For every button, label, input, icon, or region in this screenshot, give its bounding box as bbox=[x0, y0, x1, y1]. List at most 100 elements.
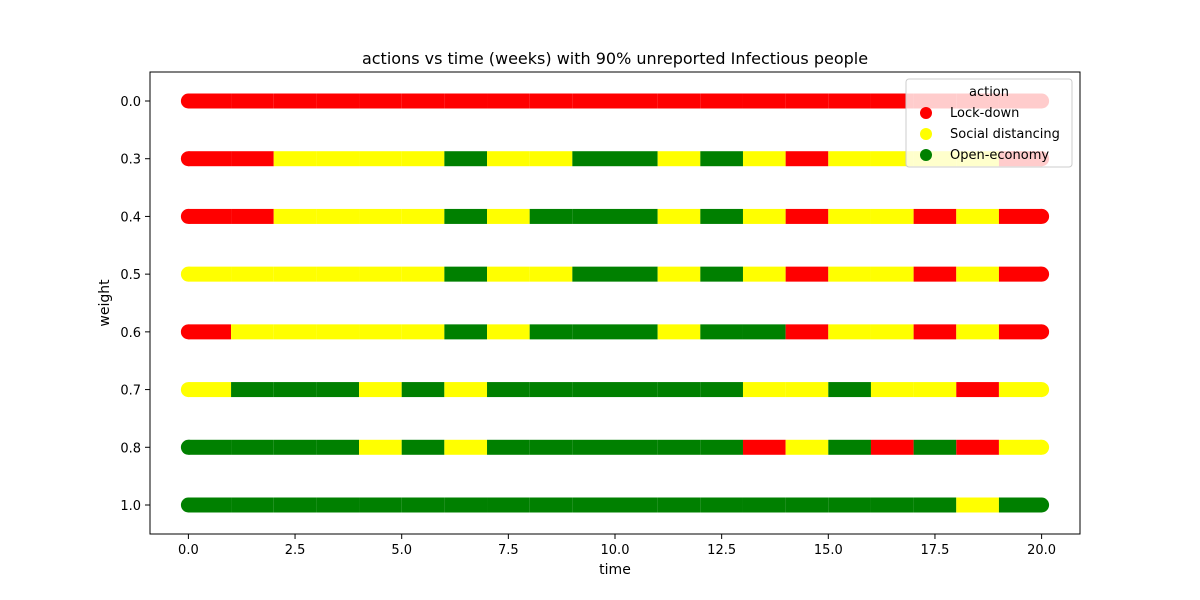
data-segment bbox=[615, 497, 658, 513]
data-segment bbox=[401, 151, 445, 167]
data-segment bbox=[742, 266, 786, 282]
data-segment bbox=[742, 439, 786, 455]
data-segment bbox=[742, 497, 786, 513]
data-point bbox=[1034, 324, 1050, 340]
data-segment bbox=[956, 266, 999, 282]
data-segment bbox=[529, 382, 573, 398]
data-segment bbox=[956, 382, 999, 398]
data-segment bbox=[401, 497, 445, 513]
data-segment bbox=[828, 497, 871, 513]
y-tick-label: 0.7 bbox=[120, 384, 141, 399]
x-axis-title: time bbox=[599, 562, 631, 578]
legend-marker bbox=[920, 107, 932, 119]
data-segment bbox=[316, 93, 360, 109]
data-segment bbox=[231, 497, 274, 513]
data-segment bbox=[913, 382, 957, 398]
data-point bbox=[180, 266, 196, 282]
data-segment bbox=[572, 439, 615, 455]
data-segment bbox=[870, 382, 914, 398]
data-segment bbox=[359, 324, 402, 340]
data-segment bbox=[998, 439, 1042, 455]
data-segment bbox=[742, 151, 786, 167]
data-segment bbox=[870, 208, 914, 224]
data-segment bbox=[188, 151, 232, 167]
data-segment bbox=[487, 382, 530, 398]
data-segment bbox=[188, 324, 232, 340]
x-axis: 0.0 2.5 5.0 7.5 10.0 12.5 15.0 17.5 20.0 bbox=[178, 534, 1056, 558]
data-segment bbox=[273, 93, 317, 109]
data-segment bbox=[700, 382, 743, 398]
data-segment bbox=[444, 382, 488, 398]
x-tick-label: 7.5 bbox=[498, 543, 519, 558]
data-segment bbox=[742, 324, 786, 340]
data-segment bbox=[529, 439, 573, 455]
y-tick-label: 0.3 bbox=[120, 153, 141, 168]
legend: action Lock-down Social distancing Open-ec… bbox=[905, 78, 1073, 168]
x-tick-label: 10.0 bbox=[601, 543, 630, 558]
y-axis-title: weight bbox=[97, 279, 113, 327]
data-segment bbox=[444, 151, 488, 167]
data-segment bbox=[785, 93, 829, 109]
data-segment bbox=[700, 324, 743, 340]
data-segment bbox=[401, 266, 445, 282]
data-segment bbox=[487, 497, 530, 513]
data-segment bbox=[657, 439, 701, 455]
data-segment bbox=[231, 382, 274, 398]
data-segment bbox=[316, 382, 360, 398]
data-segment bbox=[529, 151, 573, 167]
data-segment bbox=[529, 266, 573, 282]
data-segment bbox=[657, 382, 701, 398]
data-segment bbox=[529, 324, 573, 340]
x-tick-label: 15.0 bbox=[814, 543, 843, 558]
data-segment bbox=[572, 497, 615, 513]
data-point bbox=[1034, 382, 1050, 398]
data-segment bbox=[785, 266, 829, 282]
plot-area bbox=[180, 93, 1050, 513]
data-point bbox=[180, 439, 196, 455]
y-tick-label: 0.8 bbox=[120, 441, 141, 456]
data-segment bbox=[785, 324, 829, 340]
data-segment bbox=[700, 93, 743, 109]
data-segment bbox=[401, 439, 445, 455]
data-point bbox=[1034, 266, 1050, 282]
data-segment bbox=[785, 382, 829, 398]
data-segment bbox=[359, 93, 402, 109]
data-segment bbox=[188, 497, 232, 513]
data-segment bbox=[572, 151, 615, 167]
data-segment bbox=[956, 497, 999, 513]
data-segment bbox=[913, 266, 957, 282]
data-segment bbox=[572, 382, 615, 398]
data-segment bbox=[359, 208, 402, 224]
data-segment bbox=[273, 439, 317, 455]
data-segment bbox=[998, 497, 1042, 513]
data-segment bbox=[529, 497, 573, 513]
data-point bbox=[1034, 497, 1050, 513]
data-segment bbox=[188, 266, 232, 282]
y-tick-label: 0.4 bbox=[120, 210, 141, 225]
data-segment bbox=[359, 382, 402, 398]
data-segment bbox=[572, 266, 615, 282]
data-segment bbox=[828, 439, 871, 455]
legend-marker bbox=[920, 128, 932, 140]
data-segment bbox=[316, 324, 360, 340]
data-segment bbox=[913, 324, 957, 340]
legend-label: Open-economy bbox=[950, 148, 1049, 163]
legend-box bbox=[905, 78, 1073, 168]
data-segment bbox=[273, 497, 317, 513]
data-segment bbox=[359, 266, 402, 282]
data-segment bbox=[913, 208, 957, 224]
data-segment bbox=[273, 208, 317, 224]
data-segment bbox=[316, 266, 360, 282]
data-segment bbox=[359, 497, 402, 513]
y-tick-label: 1.0 bbox=[120, 499, 141, 514]
data-segment bbox=[529, 93, 573, 109]
data-segment bbox=[444, 208, 488, 224]
data-segment bbox=[700, 151, 743, 167]
data-segment bbox=[188, 382, 232, 398]
data-segment bbox=[615, 439, 658, 455]
data-segment bbox=[785, 497, 829, 513]
data-segment bbox=[742, 208, 786, 224]
data-segment bbox=[188, 93, 232, 109]
data-segment bbox=[615, 382, 658, 398]
